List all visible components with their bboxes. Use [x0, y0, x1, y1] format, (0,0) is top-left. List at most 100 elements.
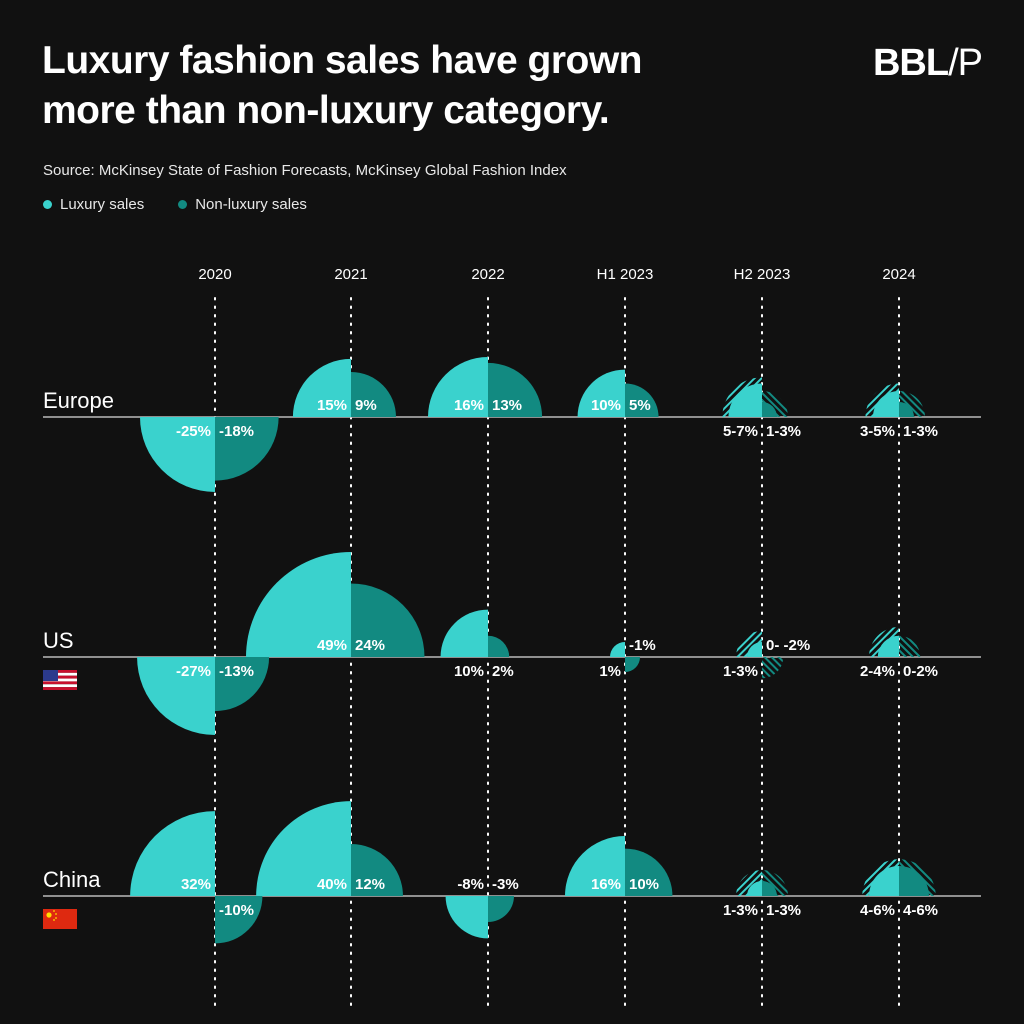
bbl-p-logo: BBL/P	[872, 42, 983, 84]
luxury-value-label: 16%	[454, 397, 484, 414]
luxury-value-label: 15%	[317, 397, 347, 414]
region-label: US	[43, 628, 74, 653]
luxury-value-label: 10%	[591, 397, 621, 414]
luxury-mark	[610, 642, 625, 657]
non_luxury-value-label: 1-3%	[766, 423, 801, 440]
china-flag-field	[43, 909, 77, 929]
non_luxury-value-label: -1%	[629, 637, 656, 654]
us-flag-canton	[43, 670, 58, 681]
page-title: Luxury fashion sales have grown more tha…	[42, 36, 762, 136]
non_luxury-value-label: 1-3%	[766, 902, 801, 919]
china-flag-small-star	[53, 919, 55, 921]
luxury-value-label: 4-6%	[860, 902, 895, 919]
non_luxury-mark	[215, 896, 263, 944]
non_luxury-value-label: 2%	[492, 663, 514, 680]
non_luxury-mark	[625, 383, 659, 417]
non_luxury-mark	[488, 896, 514, 922]
column-header: 2024	[882, 266, 915, 283]
legend-label-luxury: Luxury sales	[60, 196, 145, 213]
non_luxury-value-label: 5%	[629, 397, 651, 414]
column-header: H1 2023	[597, 266, 654, 283]
luxury-value-label: 1-3%	[723, 663, 758, 680]
non_luxury-forecast-low-mark	[899, 866, 929, 896]
non_luxury-value-label: 12%	[355, 876, 385, 893]
legend: Luxury sales Non-luxury sales	[43, 196, 307, 213]
luxury-value-label: 1%	[599, 663, 621, 680]
source-note: Source: McKinsey State of Fashion Foreca…	[43, 162, 567, 179]
non_luxury-mark	[351, 844, 403, 896]
non_luxury-value-label: -10%	[219, 902, 254, 919]
luxury-value-label: -27%	[176, 663, 211, 680]
non_luxury-value-label: 1-3%	[903, 423, 938, 440]
title-line-1: Luxury fashion sales have grown	[42, 39, 643, 82]
luxury-value-label: 32%	[181, 876, 211, 893]
china-flag-small-star	[55, 913, 57, 915]
us-flag-stripe	[43, 672, 77, 676]
luxury-mark	[292, 358, 351, 417]
us-flag-stripe	[43, 670, 77, 673]
legend-dot-luxury	[43, 200, 52, 209]
title-line-2: more than non-luxury category.	[42, 89, 610, 132]
us-flag-stripe	[43, 675, 77, 679]
luxury-mark	[130, 811, 215, 896]
luxury-value-label: -8%	[457, 876, 484, 893]
luxury-forecast-low-mark	[747, 642, 762, 657]
luxury-value-label: 3-5%	[860, 423, 895, 440]
luxury-forecast-low-mark	[728, 383, 762, 417]
us-flag-stripe	[43, 678, 77, 682]
legend-item-non-luxury: Non-luxury sales	[178, 196, 307, 213]
us-flag-stripe	[43, 687, 77, 690]
non_luxury-value-label: -3%	[492, 876, 519, 893]
luxury-mark	[445, 896, 488, 939]
luxury-value-label: 5-7%	[723, 423, 758, 440]
non_luxury-mark	[351, 583, 425, 657]
non_luxury-value-label: 13%	[492, 397, 522, 414]
non_luxury-mark	[351, 372, 396, 417]
non_luxury-value-label: 4-6%	[903, 902, 938, 919]
non_luxury-value-label: 24%	[355, 637, 385, 654]
non_luxury-mark	[215, 417, 279, 481]
region-label: China	[43, 867, 101, 892]
luxury-mark	[565, 836, 625, 896]
luxury-mark	[428, 357, 488, 417]
luxury-forecast-low-mark	[869, 866, 899, 896]
luxury-mark	[137, 657, 215, 735]
non_luxury-mark	[625, 848, 673, 896]
luxury-value-label: 2-4%	[860, 663, 895, 680]
luxury-forecast-low-mark	[747, 881, 762, 896]
luxury-mark	[577, 369, 625, 417]
non_luxury-mark	[625, 657, 640, 672]
non_luxury-value-label: 9%	[355, 397, 377, 414]
non_luxury-forecast-range-mark	[762, 657, 784, 679]
luxury-value-label: 16%	[591, 876, 621, 893]
non_luxury-value-label: 0- -2%	[766, 637, 810, 654]
luxury-forecast-low-mark	[873, 391, 899, 417]
us-flag-stripe	[43, 684, 77, 688]
non_luxury-value-label: 0-2%	[903, 663, 938, 680]
luxury-value-label: 1-3%	[723, 902, 758, 919]
us-flag-stripe	[43, 681, 77, 685]
non_luxury-forecast-range-mark	[899, 635, 921, 657]
column-header: 2021	[334, 266, 367, 283]
legend-label-non-luxury: Non-luxury sales	[195, 196, 307, 213]
non_luxury-mark	[215, 657, 270, 712]
luxury-mark	[256, 801, 351, 896]
legend-dot-non-luxury	[178, 200, 188, 209]
china-flag-small-star	[53, 910, 55, 912]
non_luxury-forecast-low-mark	[762, 402, 777, 417]
luxury-mark	[246, 552, 351, 657]
non_luxury-mark	[488, 635, 510, 657]
non_luxury-forecast-low-mark	[899, 402, 914, 417]
luxury-value-label: 10%	[454, 663, 484, 680]
luxury-mark	[140, 417, 215, 492]
legend-item-luxury: Luxury sales	[43, 196, 144, 213]
non_luxury-value-label: 10%	[629, 876, 659, 893]
region-label: Europe	[43, 388, 114, 413]
column-header: 2020	[198, 266, 231, 283]
column-header: 2022	[471, 266, 504, 283]
luxury-value-label: -25%	[176, 423, 211, 440]
column-header: H2 2023	[734, 266, 791, 283]
china-flag-star	[46, 912, 52, 918]
luxury-value-label: 40%	[317, 876, 347, 893]
